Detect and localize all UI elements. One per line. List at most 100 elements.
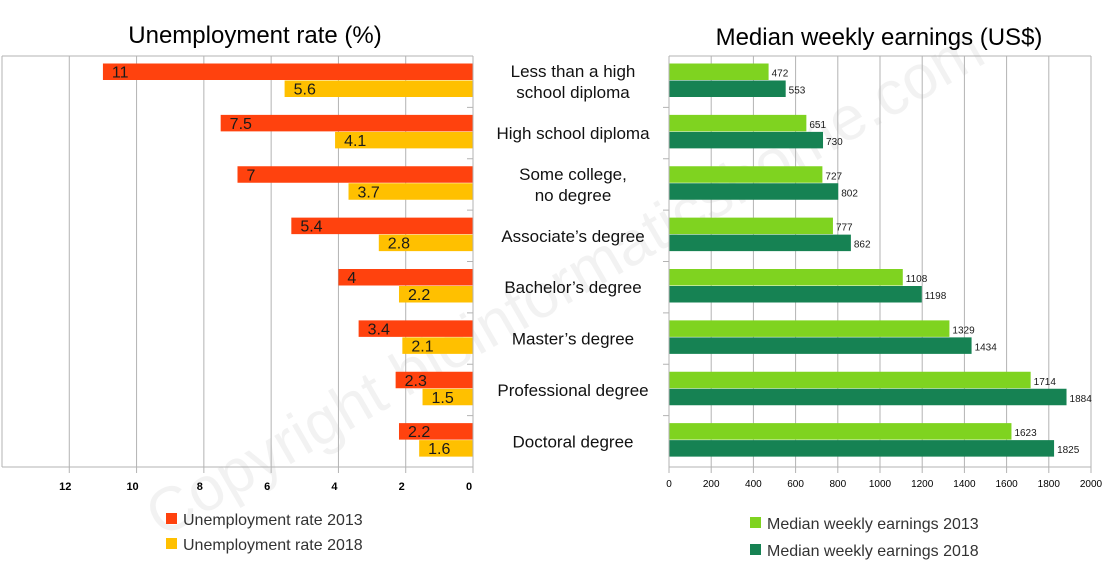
category-label: Doctoral degree: [513, 432, 634, 451]
earnings-data-label: 777: [836, 223, 853, 234]
category-label: Master’s degree: [512, 330, 634, 349]
earnings-data-label: 862: [854, 240, 871, 251]
earnings-data-label: 1198: [925, 291, 947, 302]
unemployment-data-label: 2.1: [411, 338, 433, 355]
unemployment-data-label: 2.8: [388, 236, 410, 253]
unemployment-bar-2018: [419, 440, 473, 457]
left-x-tick-label: 4: [331, 481, 338, 493]
right-x-tick-label: 1800: [1038, 479, 1061, 490]
left-chart-title: Unemployment rate (%): [128, 22, 381, 49]
earnings-bar-2013: [669, 269, 903, 286]
category-label: High school diploma: [496, 124, 650, 143]
legend-label-unemployment-2013: Unemployment rate 2013: [183, 512, 363, 529]
earnings-bar-2013: [669, 166, 823, 183]
earnings-bar-2018: [669, 337, 972, 354]
unemployment-bar-2013: [102, 63, 473, 80]
unemployment-data-label: 1.5: [432, 390, 454, 407]
left-chart-bars: 11 7.5 7 5.4 4 3.4 2.3 2.2 5.6 4.1 3.7 2.8 2.2 2.1 1.5…: [102, 63, 473, 458]
unemployment-bar-2018: [398, 286, 473, 303]
right-x-tick-label: 0: [666, 479, 672, 490]
right-x-tick-label: 800: [829, 479, 846, 490]
category-label: Bachelor’s degree: [504, 278, 641, 297]
unemployment-data-label: 1.6: [428, 441, 450, 458]
category-labels: Less than a high school diploma High schoo…: [496, 62, 650, 451]
category-label: school diploma: [516, 83, 630, 102]
right-chart-title: Median weekly earnings (US$): [716, 24, 1043, 51]
category-label: Professional degree: [497, 381, 648, 400]
earnings-bar-2018: [669, 440, 1055, 457]
unemployment-bar-2013: [358, 320, 473, 337]
unemployment-bar-2013: [338, 269, 473, 286]
unemployment-data-label: 11: [112, 65, 129, 82]
right-x-tick-label: 1000: [869, 479, 892, 490]
unemployment-data-label: 2.2: [408, 287, 430, 304]
earnings-bar-2013: [669, 217, 833, 235]
left-x-tick-label: 6: [264, 481, 270, 493]
earnings-bar-2018: [669, 286, 922, 303]
earnings-bar-2013: [669, 423, 1012, 440]
category-label: Some college,: [519, 165, 627, 184]
earnings-bar-2018: [669, 388, 1067, 406]
legend-swatch-unemployment-2013: [166, 513, 177, 524]
earnings-data-label: 1108: [906, 274, 928, 285]
earnings-data-label: 553: [789, 86, 806, 97]
right-x-tick-label: 1400: [953, 479, 976, 490]
right-chart-x-axis: 0 200 400 600 800 1000 1200 1400 1600 1800 2000: [666, 56, 1103, 490]
unemployment-bar-2018: [422, 388, 473, 406]
earnings-data-label: 727: [825, 171, 842, 182]
left-chart-legend: Unemployment rate 2013 Unemployment rate…: [166, 512, 363, 554]
right-x-tick-label: 400: [745, 479, 762, 490]
right-x-tick-label: 600: [787, 479, 804, 490]
earnings-bar-2018: [669, 80, 786, 97]
earnings-data-label: 472: [772, 69, 789, 80]
earnings-data-label: 651: [809, 120, 826, 131]
legend-label-earnings-2018: Median weekly earnings 2018: [767, 543, 979, 560]
unemployment-bar-2013: [220, 114, 473, 132]
unemployment-data-label: 7: [247, 167, 256, 184]
unemployment-bar-2013: [291, 217, 473, 235]
unemployment-data-label: 3.7: [358, 184, 380, 201]
unemployment-bar-2018: [378, 234, 473, 252]
earnings-bar-2018: [669, 131, 824, 149]
earnings-bar-2018: [669, 234, 851, 252]
left-x-tick-label: 10: [126, 481, 138, 493]
category-label: no degree: [535, 186, 612, 205]
earnings-bar-2013: [669, 320, 950, 337]
legend-label-unemployment-2018: Unemployment rate 2018: [183, 537, 363, 554]
right-chart-bars: 472 651 727 777 1108 1329 1714 1623 553 730 802 862…: [669, 63, 1093, 457]
unemployment-bar-2018: [402, 337, 473, 354]
unemployment-data-label: 4.1: [344, 133, 366, 150]
earnings-data-label: 1714: [1034, 377, 1057, 388]
earnings-data-label: 1825: [1057, 445, 1080, 456]
earnings-bar-2013: [669, 114, 807, 132]
category-label: Associate’s degree: [501, 227, 644, 246]
unemployment-data-label: 5.4: [300, 219, 322, 236]
category-label: Less than a high: [511, 62, 636, 81]
earnings-bar-2013: [669, 371, 1031, 389]
legend-swatch-earnings-2013: [750, 517, 761, 528]
earnings-data-label: 1329: [952, 325, 975, 336]
earnings-bar-2013: [669, 63, 769, 80]
unemployment-bar-2013: [398, 423, 473, 440]
right-chart-legend: Median weekly earnings 2013 Median weekl…: [750, 516, 979, 560]
left-chart-x-axis: 12 10 8 6 4 2 0: [2, 56, 474, 493]
earnings-data-label: 1884: [1070, 394, 1093, 405]
unemployment-data-label: 2.2: [408, 424, 430, 441]
left-x-tick-label: 8: [197, 481, 203, 493]
unemployment-data-label: 5.6: [294, 82, 316, 99]
unemployment-data-label: 4: [347, 270, 356, 287]
earnings-data-label: 1434: [975, 342, 998, 353]
right-x-tick-label: 1200: [911, 479, 934, 490]
unemployment-data-label: 3.4: [368, 321, 390, 338]
legend-swatch-unemployment-2018: [166, 538, 177, 549]
unemployment-bar-2018: [335, 131, 473, 149]
right-x-tick-label: 2000: [1080, 479, 1103, 490]
unemployment-bar-2018: [284, 80, 473, 97]
unemployment-data-label: 7.5: [230, 116, 252, 133]
earnings-bar-2018: [669, 183, 839, 200]
right-x-tick-label: 200: [703, 479, 720, 490]
earnings-data-label: 1623: [1014, 428, 1037, 439]
left-x-tick-label: 2: [399, 481, 405, 493]
